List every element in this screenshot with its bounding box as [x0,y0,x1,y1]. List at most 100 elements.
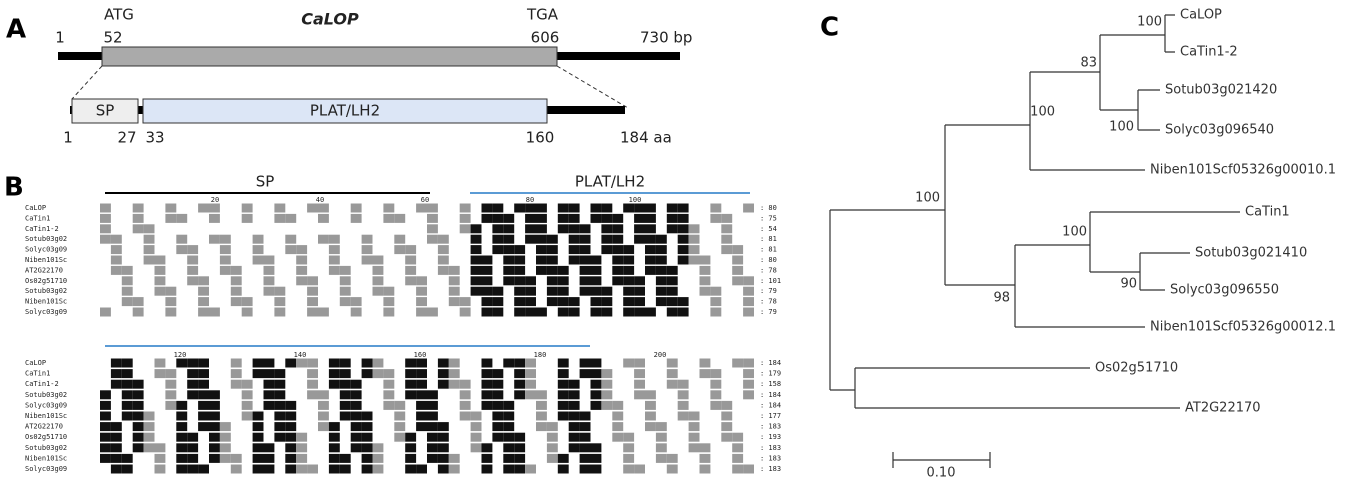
sequence-name: Sotub03g02 [25,235,67,243]
residue-shade [132,400,144,410]
residue-shade [416,203,427,213]
residue-shade [394,234,406,244]
residue-shade [525,358,536,368]
residue-shade [634,358,645,368]
residue-shade [557,224,569,234]
residue-shade [481,276,493,286]
residue-shade [721,432,733,442]
residue-shade [634,286,645,296]
residue-shade [176,464,188,474]
residue-shade [361,453,373,463]
bootstrap: 100 [1030,105,1055,120]
residue-shade [503,245,515,255]
residue-shade [209,400,220,410]
residue-shade [383,286,395,296]
residue-shade [274,400,286,410]
residue-shade [546,234,558,244]
residue-shade [536,307,547,317]
sequence-name: Solyc03g09 [25,308,67,316]
leaf-label: CaTin1 [1245,205,1290,220]
position: 1 [55,29,65,47]
leaf-label: Sotub03g021410 [1195,246,1307,261]
row-end: : 179 [760,370,781,378]
residue-shade [699,358,711,368]
residue-shade [110,234,122,244]
residue-shade [743,297,754,307]
residue-shade [121,379,133,389]
residue-shade [198,400,209,410]
residue-shade [361,464,373,474]
residue-shade [677,307,689,317]
residue-shade [568,443,580,453]
residue-shade [677,245,689,255]
residue-shade [318,411,329,421]
residue-shade [645,400,656,410]
residue-shade [427,400,438,410]
residue-shade [634,224,645,234]
residue-shade [230,286,242,296]
residue-shade [285,245,297,255]
residue-shade [307,358,318,368]
residue-shade [263,453,275,463]
residue-shade [339,390,351,400]
residue-shade [296,432,308,442]
residue-shade [612,213,624,223]
residue-shade [677,379,689,389]
residue-shade [198,276,209,286]
residue-shade [677,390,689,400]
residue-shade [263,390,275,400]
residue-shade [568,234,580,244]
residue-shade [219,432,231,442]
residue-shade [590,369,602,379]
residue-shade [285,234,297,244]
residue-shade [470,265,482,275]
residue-shade [601,297,613,307]
position: 606 [531,29,560,47]
residue-shade [307,297,318,307]
residue-shade [601,369,613,379]
residue-shade [427,443,438,453]
residue-shade [459,203,471,213]
residue-shade [568,411,580,421]
residue-shade [219,255,231,265]
residue-shade [187,369,199,379]
residue-shade [536,265,547,275]
residue-shade [481,390,493,400]
bootstrap: 100 [1109,120,1134,135]
residue-shade [645,245,656,255]
residue-shade [176,234,188,244]
residue-shade [743,276,754,286]
residue-shade [350,213,362,223]
residue-shade [165,390,177,400]
residue-shade [525,369,536,379]
residue-shade [579,276,591,286]
residue-shade [514,203,526,213]
residue-shade [492,286,504,296]
leaf-label: Niben101Scf05326g00010.1 [1150,163,1336,178]
residue-shade [383,203,395,213]
residue-shade [241,297,253,307]
residue-shade [546,297,558,307]
residue-shade [743,379,754,389]
residue-shade [525,390,536,400]
residue-shade [187,276,199,286]
residue-shade [405,245,417,255]
residue-shade [437,265,449,275]
residue-shade [710,286,722,296]
residue-shade [448,276,460,286]
residue-shade [557,286,569,296]
stop-codon: TGA [526,6,559,24]
sequence-name: Sotub03g02 [25,444,67,452]
residue-shade [645,224,656,234]
residue-shade [655,245,667,255]
residue-shade [350,422,362,432]
residue-shade [100,453,111,463]
residue-shade [416,379,427,389]
residue-shade [416,422,427,432]
residue-shade [394,400,406,410]
residue-shade [655,265,667,275]
residue-shade [459,297,471,307]
residue-shade [143,255,155,265]
residue-shade [579,358,591,368]
residue-shade [492,224,504,234]
